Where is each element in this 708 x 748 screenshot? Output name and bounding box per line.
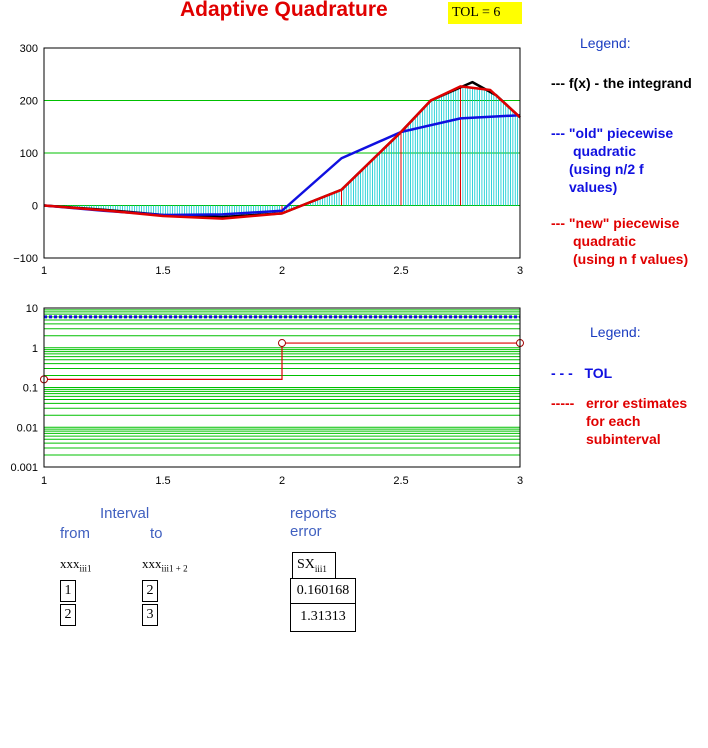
series-line [43,85,521,220]
legend-marker: --- [551,215,565,231]
legend-marker: ----- [551,395,575,411]
y-tick-label: 0.1 [23,383,38,395]
legend-marker: - - - [551,365,573,381]
from-variable: xxxiii1 [60,556,92,574]
legend-label: "old" piecewise [568,125,674,141]
x-tick-label: 3 [517,475,523,487]
legend-item-tol: - - - TOL [551,364,612,382]
legend-heading: Legend: [590,324,641,340]
legend-marker: --- [551,125,565,141]
legend-label: "new" piecewise [568,215,680,231]
x-tick-label: 1.5 [155,265,170,277]
legend-marker: --- [551,75,565,91]
x-tick-label: 2 [279,475,285,487]
from-value-cell: 2 [60,604,76,626]
y-tick-label: 0 [32,201,38,213]
x-tick-label: 1 [41,475,47,487]
tol-value-box: TOL = 6 [448,2,522,24]
legend-label: subinterval [586,431,661,447]
sx-header: SXiii1 [292,552,336,579]
legend-item-error: ----- error estimates for each subinterv… [551,394,687,448]
x-tick-label: 2.5 [393,475,408,487]
plot-frame [43,47,521,259]
y-tick-label: 1 [32,343,38,355]
x-tick-label: 3 [517,265,523,277]
legend-label: f(x) - the integrand [568,75,692,91]
x-tick-label: 1.5 [155,475,170,487]
y-tick-label: 0.01 [17,422,38,434]
legend-label: error estimates [585,395,688,411]
x-tick-label: 2 [279,265,285,277]
legend-label: quadratic [573,233,637,249]
reports-label: reports [290,505,337,522]
y-tick-label: 200 [20,96,38,108]
error-label: error [290,523,322,540]
error-values-box: 0.160168 1.31313 [290,578,356,632]
y-tick-label: 0.001 [10,462,38,474]
from-label: from [60,525,90,542]
to-value-cell: 2 [142,580,158,602]
y-tick-label: 10 [26,303,38,315]
plot-frame [43,307,521,468]
x-tick-label: 1 [41,265,47,277]
legend-item-integrand: --- f(x) - the integrand [551,74,692,92]
error-step-line [44,342,520,380]
to-label: to [150,525,163,542]
y-tick-label: −100 [13,253,38,265]
error-marker [278,339,286,348]
legend-label: values) [569,179,618,195]
legend-label: (using n/2 f [569,161,644,177]
error-value-cell: 0.160168 [291,579,355,604]
to-variable: xxxiii1 + 2 [142,556,188,574]
y-tick-label: 100 [20,148,38,160]
x-tick-label: 2.5 [393,265,408,277]
legend-label: (using n f values) [573,251,689,267]
interval-label: Interval [100,505,150,522]
from-value-cell: 1 [60,580,76,602]
to-value-cell: 3 [142,604,158,626]
legend-heading: Legend: [580,35,631,51]
legend-item-new-quadratic: --- "new" piecewise quadratic (using n f… [551,214,688,268]
error-value-cell: 1.31313 [300,609,346,624]
page-title: Adaptive Quadrature [180,0,388,21]
legend-label: TOL [584,365,613,381]
legend-item-old-quadratic: --- "old" piecewise quadratic (using n/2… [551,124,673,196]
legend-label: for each [586,413,641,429]
y-tick-label: 300 [20,43,38,55]
legend-label: quadratic [573,143,637,159]
